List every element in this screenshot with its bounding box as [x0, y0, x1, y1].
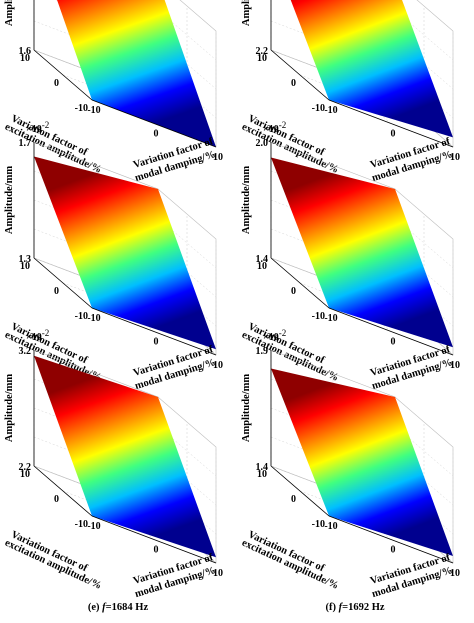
y-tick-label: 0 — [54, 494, 59, 505]
surface-plane — [271, 369, 453, 556]
surface-panel-a: 2.01.6×10-2Amplitude/mm-10010-10010Varia… — [3, 0, 223, 197]
x-tick-label: 0 — [154, 545, 159, 556]
panel-caption: (e) f=1684 Hz — [88, 602, 149, 613]
y-tick-label: -10 — [312, 103, 325, 114]
x-tick-label: -10 — [324, 313, 337, 324]
x-tick-label: 0 — [391, 337, 396, 348]
y-tick-label: -10 — [312, 519, 325, 530]
z-tick-label: 3.2 — [19, 346, 32, 357]
z-tick-label: 1.7 — [19, 138, 32, 149]
y-tick-label: 10 — [257, 53, 267, 64]
y-tick-label: -10 — [312, 311, 325, 322]
surface-plane — [34, 356, 216, 557]
y-tick-label: -10 — [75, 103, 88, 114]
surface-plane — [271, 0, 453, 137]
z-tick-label: 1.9 — [256, 346, 269, 357]
y-tick-label: 10 — [257, 469, 267, 480]
x-tick-label: -10 — [324, 521, 337, 532]
surface-panel-b: 3.42.2×10-2Amplitude/mm-10010-10010Varia… — [240, 0, 460, 197]
x-tick-label: -10 — [324, 105, 337, 116]
x-tick-label: 0 — [391, 545, 396, 556]
z-axis-label: Amplitude/mm — [4, 374, 15, 443]
panel-caption: (f) f=1692 Hz — [325, 602, 384, 613]
x-tick-label: -10 — [87, 105, 100, 116]
z-axis-label: Amplitude/mm — [4, 166, 15, 235]
y-tick-label: 0 — [54, 286, 59, 297]
y-tick-label: 0 — [54, 78, 59, 89]
y-tick-label: 10 — [257, 261, 267, 272]
y-tick-label: 10 — [20, 469, 30, 480]
z-axis-label: Amplitude/mm — [241, 0, 252, 26]
y-tick-label: 10 — [20, 53, 30, 64]
y-tick-label: -10 — [75, 311, 88, 322]
x-tick-label: -10 — [87, 313, 100, 324]
z-axis-label: Amplitude/mm — [241, 166, 252, 235]
z-tick-label: 2.0 — [256, 138, 269, 149]
surface-plane — [271, 157, 453, 347]
x-tick-label: 0 — [391, 129, 396, 140]
x-tick-label: 0 — [154, 337, 159, 348]
y-tick-label: -10 — [75, 519, 88, 530]
y-tick-label: 10 — [20, 261, 30, 272]
x-tick-label: -10 — [87, 521, 100, 532]
x-tick-label: 0 — [154, 129, 159, 140]
z-axis-label: Amplitude/mm — [4, 0, 15, 26]
y-tick-label: 0 — [291, 78, 296, 89]
y-tick-label: 0 — [291, 494, 296, 505]
z-axis-label: Amplitude/mm — [241, 374, 252, 443]
y-tick-label: 0 — [291, 286, 296, 297]
